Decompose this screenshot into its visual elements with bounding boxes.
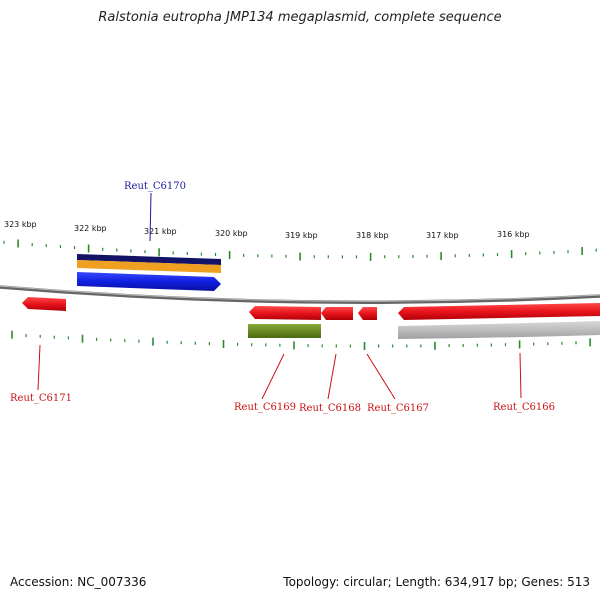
leader-reut-c6170 xyxy=(149,192,152,242)
gene-label-reut-c6166[interactable]: Reut_C6166 xyxy=(493,402,555,413)
feature-gray-bar[interactable] xyxy=(398,321,600,339)
gene-labels: Reut_C6170 Reut_C6171 Reut_C6169 Reut_C6… xyxy=(10,181,555,414)
scale-label-321kbp: 321 kbp xyxy=(144,227,177,236)
gene-label-reut-c6170[interactable]: Reut_C6170 xyxy=(124,181,186,192)
topology-summary-text: Topology: circular; Length: 634,917 bp; … xyxy=(283,575,590,589)
scale-label-322kbp: 322 kbp xyxy=(74,224,107,233)
scale-label-317kbp: 317 kbp xyxy=(426,231,459,240)
gene-reut-c6170[interactable] xyxy=(77,272,221,291)
scale-label-323kbp: 323 kbp xyxy=(4,220,37,229)
label-leaders xyxy=(37,192,522,400)
gene-label-reut-c6169[interactable]: Reut_C6169 xyxy=(234,402,296,413)
scale-label-319kbp: 319 kbp xyxy=(285,231,318,240)
feature-orange-bar[interactable] xyxy=(77,260,221,273)
upper-scale-ticks xyxy=(3,239,597,261)
scale-label-320kbp: 320 kbp xyxy=(215,229,248,238)
leader-reut-c6167 xyxy=(366,353,396,400)
map-title: Ralstonia eutropha JMP134 megaplasmid, c… xyxy=(98,10,502,25)
lower-scale-ticks xyxy=(11,330,591,350)
gene-label-reut-c6167[interactable]: Reut_C6167 xyxy=(367,403,429,414)
leader-reut-c6171 xyxy=(37,344,41,391)
gene-reut-c6169[interactable] xyxy=(249,306,321,320)
gene-reut-c6171[interactable] xyxy=(22,297,66,311)
leader-reut-c6168 xyxy=(327,353,337,400)
gene-label-reut-c6171[interactable]: Reut_C6171 xyxy=(10,393,72,404)
gene-reut-c6166[interactable] xyxy=(398,303,600,320)
scale-label-316kbp: 316 kbp xyxy=(497,230,530,239)
leader-reut-c6169 xyxy=(261,353,285,400)
leader-reut-c6166 xyxy=(519,352,522,399)
plasmid-backbone xyxy=(0,285,600,304)
plasmid-backbone-highlight xyxy=(0,285,600,302)
gene-reut-c6167[interactable] xyxy=(358,307,377,320)
feature-navy-bar[interactable] xyxy=(77,254,221,265)
scale-labels: 323 kbp 322 kbp 321 kbp 320 kbp 319 kbp … xyxy=(4,220,530,240)
feature-olive-bar[interactable] xyxy=(248,324,321,338)
gene-label-reut-c6168[interactable]: Reut_C6168 xyxy=(299,403,361,414)
gene-reut-c6168[interactable] xyxy=(321,307,353,320)
scale-label-318kbp: 318 kbp xyxy=(356,231,389,240)
accession-text: Accession: NC_007336 xyxy=(10,575,147,589)
